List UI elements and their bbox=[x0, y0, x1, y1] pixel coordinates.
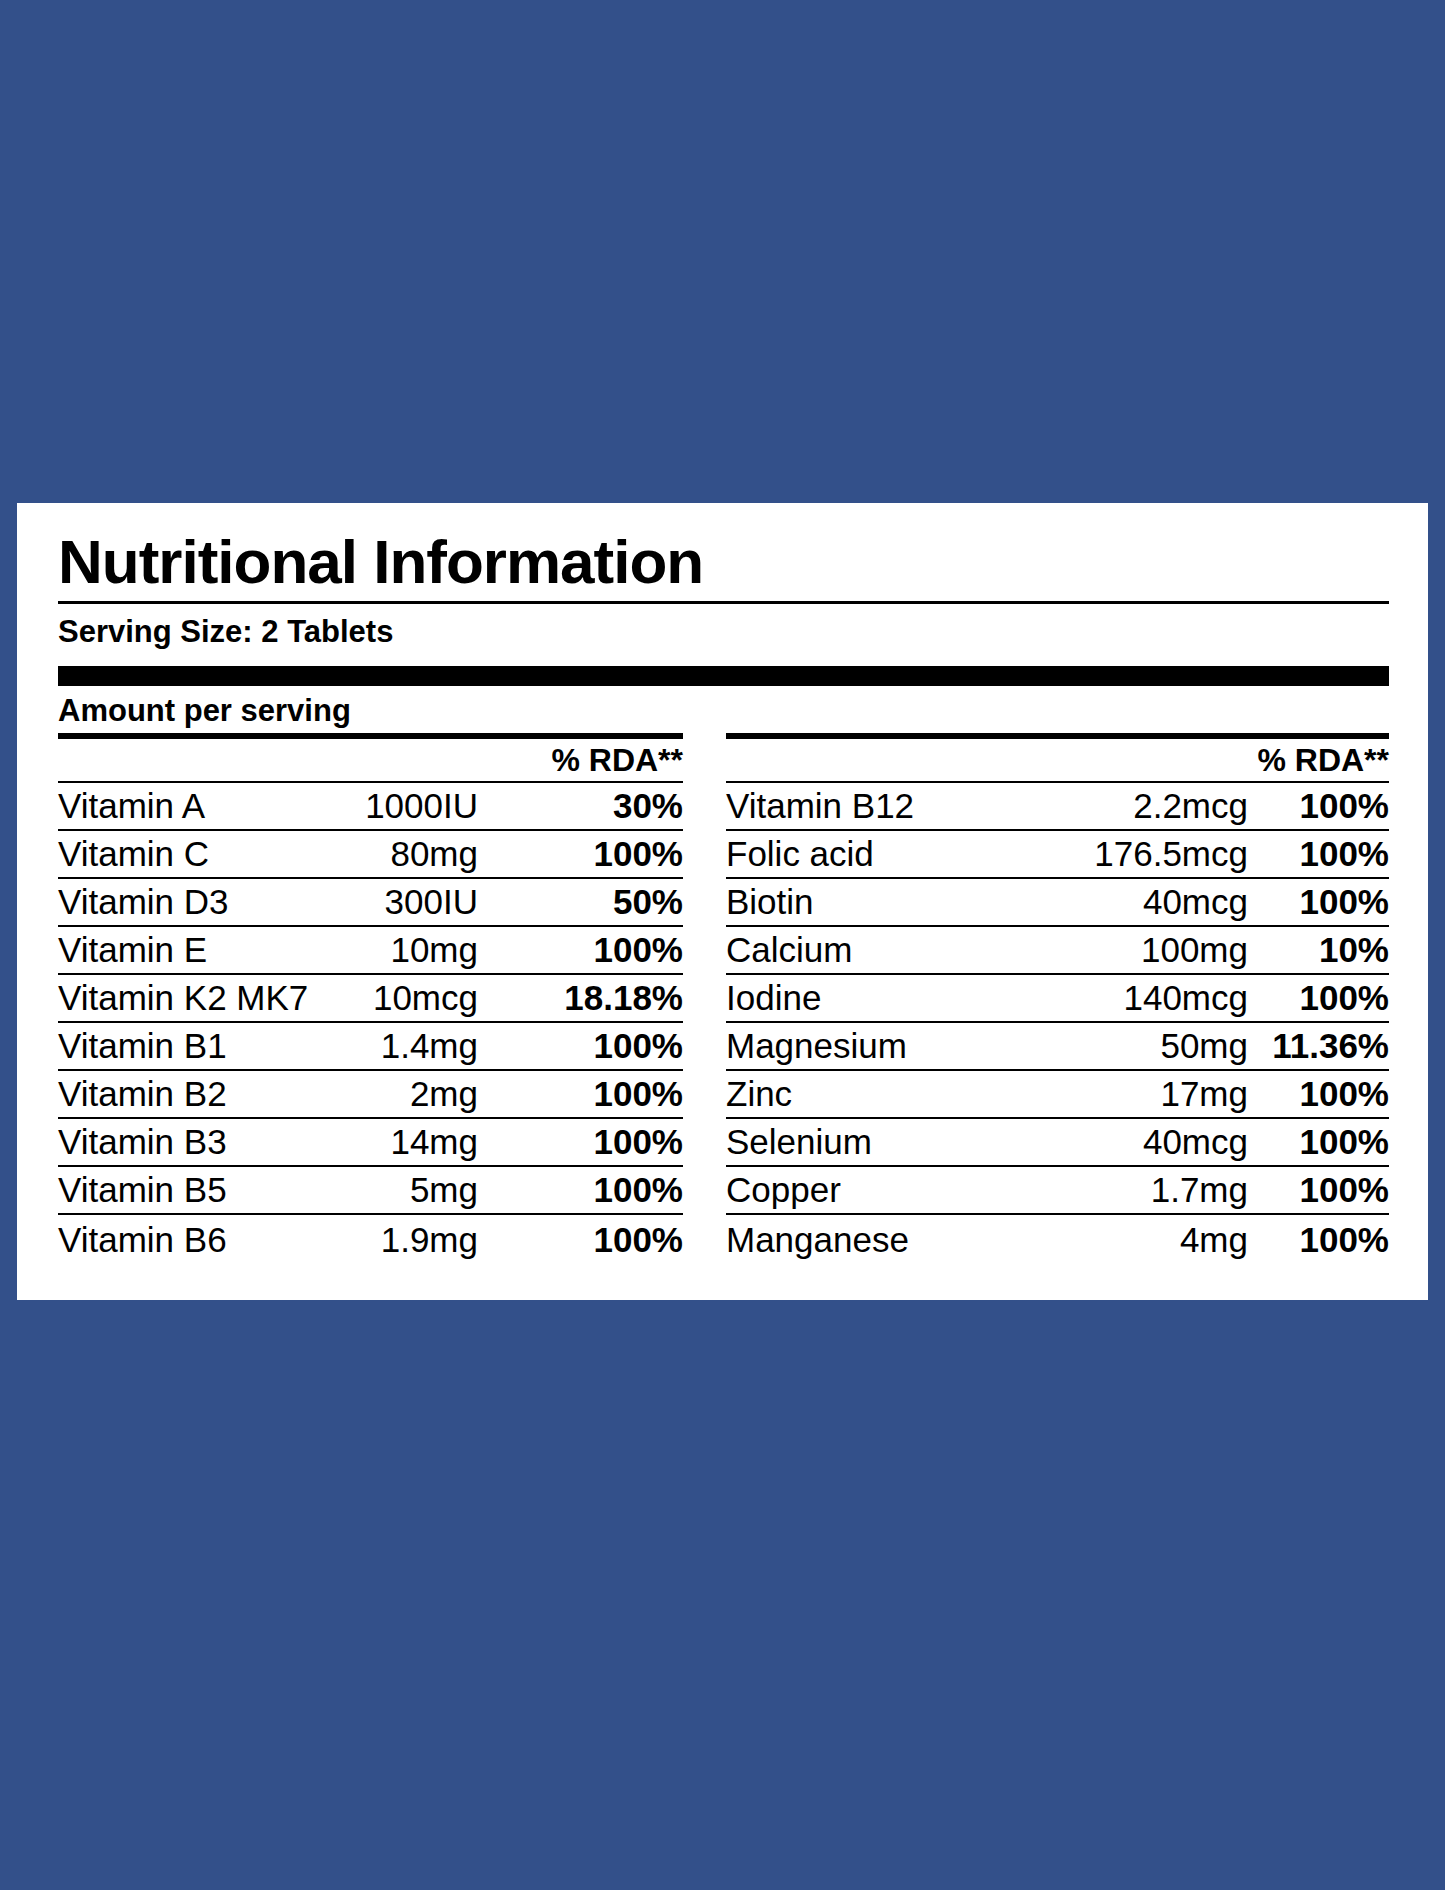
nutrition-table-right: % RDA** Vitamin B12 2.2mcg 100% Folic ac… bbox=[726, 733, 1389, 1265]
nutrient-rda: 100% bbox=[478, 1167, 683, 1215]
nutrient-rda: 100% bbox=[1248, 831, 1389, 879]
nutrient-rda: 10% bbox=[1248, 927, 1389, 975]
nutrient-name: Selenium bbox=[726, 1119, 1026, 1167]
nutrient-amount: 1.9mg bbox=[308, 1215, 478, 1265]
nutrient-amount: 176.5mcg bbox=[1026, 831, 1248, 879]
nutrient-amount: 1.7mg bbox=[1026, 1167, 1248, 1215]
section-separator-bar bbox=[58, 666, 1389, 686]
nutrition-tables: % RDA** Vitamin A 1000IU 30% Vitamin C 8… bbox=[58, 733, 1389, 1265]
table-row: Vitamin B5 5mg 100% bbox=[58, 1167, 683, 1215]
nutrient-rda: 100% bbox=[1248, 783, 1389, 831]
nutrient-amount: 300IU bbox=[308, 879, 478, 927]
table-row: Magnesium 50mg 11.36% bbox=[726, 1023, 1389, 1071]
table-row: Vitamin D3 300IU 50% bbox=[58, 879, 683, 927]
nutrient-name: Vitamin K2 MK7 bbox=[58, 975, 308, 1023]
nutrient-rda: 100% bbox=[478, 831, 683, 879]
table-row: Vitamin K2 MK7 10mcg 18.18% bbox=[58, 975, 683, 1023]
table-row: Vitamin E 10mg 100% bbox=[58, 927, 683, 975]
nutrient-rda: 30% bbox=[478, 783, 683, 831]
nutrient-name: Vitamin C bbox=[58, 831, 308, 879]
table-row: Manganese 4mg 100% bbox=[726, 1215, 1389, 1265]
header-spacer bbox=[58, 739, 478, 783]
table-row: Biotin 40mcg 100% bbox=[726, 879, 1389, 927]
nutrient-rda: 100% bbox=[478, 1215, 683, 1265]
nutrient-amount: 10mg bbox=[308, 927, 478, 975]
nutrient-amount: 1.4mg bbox=[308, 1023, 478, 1071]
nutrient-name: Vitamin B1 bbox=[58, 1023, 308, 1071]
nutrient-amount: 1000IU bbox=[308, 783, 478, 831]
nutrient-name: Vitamin B12 bbox=[726, 783, 1026, 831]
serving-size-label: Serving Size: 2 Tablets bbox=[58, 611, 1389, 653]
page-title: Nutritional Information bbox=[58, 524, 1389, 600]
nutrient-amount: 40mcg bbox=[1026, 879, 1248, 927]
table-header-row: % RDA** bbox=[58, 739, 683, 783]
title-divider bbox=[58, 601, 1389, 604]
nutrient-amount: 14mg bbox=[308, 1119, 478, 1167]
page-background: { "page": { "background_color": "#33508a… bbox=[0, 0, 1445, 1890]
rda-header: % RDA** bbox=[478, 739, 683, 783]
nutrient-name: Folic acid bbox=[726, 831, 1026, 879]
nutrient-name: Vitamin B2 bbox=[58, 1071, 308, 1119]
nutrient-amount: 17mg bbox=[1026, 1071, 1248, 1119]
table-row: Vitamin A 1000IU 30% bbox=[58, 783, 683, 831]
table-row: Vitamin C 80mg 100% bbox=[58, 831, 683, 879]
table-row: Iodine 140mcg 100% bbox=[726, 975, 1389, 1023]
nutrient-amount: 140mcg bbox=[1026, 975, 1248, 1023]
nutrient-amount: 2.2mcg bbox=[1026, 783, 1248, 831]
nutrient-name: Vitamin D3 bbox=[58, 879, 308, 927]
nutrient-rda: 100% bbox=[1248, 1119, 1389, 1167]
nutrient-rda: 100% bbox=[478, 927, 683, 975]
nutrient-rda: 100% bbox=[478, 1071, 683, 1119]
nutrient-amount: 10mcg bbox=[308, 975, 478, 1023]
nutrient-name: Calcium bbox=[726, 927, 1026, 975]
nutrition-panel: Nutritional Information Serving Size: 2 … bbox=[17, 503, 1428, 1300]
nutrient-rda: 100% bbox=[1248, 1167, 1389, 1215]
nutrient-name: Manganese bbox=[726, 1215, 1026, 1265]
nutrient-amount: 40mcg bbox=[1026, 1119, 1248, 1167]
nutrient-amount: 80mg bbox=[308, 831, 478, 879]
nutrient-rda: 100% bbox=[1248, 1215, 1389, 1265]
table-row: Folic acid 176.5mcg 100% bbox=[726, 831, 1389, 879]
nutrient-name: Vitamin B6 bbox=[58, 1215, 308, 1265]
table-row: Selenium 40mcg 100% bbox=[726, 1119, 1389, 1167]
table-row: Vitamin B2 2mg 100% bbox=[58, 1071, 683, 1119]
table-row: Vitamin B6 1.9mg 100% bbox=[58, 1215, 683, 1265]
nutrition-table-left: % RDA** Vitamin A 1000IU 30% Vitamin C 8… bbox=[58, 733, 683, 1265]
nutrient-rda: 100% bbox=[478, 1119, 683, 1167]
nutrient-rda: 100% bbox=[478, 1023, 683, 1071]
table-header-row: % RDA** bbox=[726, 739, 1389, 783]
amount-per-serving-label: Amount per serving bbox=[58, 696, 1389, 726]
nutrient-amount: 2mg bbox=[308, 1071, 478, 1119]
nutrient-rda: 50% bbox=[478, 879, 683, 927]
table-row: Zinc 17mg 100% bbox=[726, 1071, 1389, 1119]
nutrient-name: Iodine bbox=[726, 975, 1026, 1023]
nutrient-name: Vitamin E bbox=[58, 927, 308, 975]
nutrient-amount: 100mg bbox=[1026, 927, 1248, 975]
table-row: Vitamin B12 2.2mcg 100% bbox=[726, 783, 1389, 831]
nutrient-name: Copper bbox=[726, 1167, 1026, 1215]
nutrient-name: Magnesium bbox=[726, 1023, 1026, 1071]
nutrient-rda: 100% bbox=[1248, 879, 1389, 927]
nutrient-amount: 5mg bbox=[308, 1167, 478, 1215]
rda-header: % RDA** bbox=[1248, 739, 1389, 783]
table-row: Vitamin B1 1.4mg 100% bbox=[58, 1023, 683, 1071]
nutrient-rda: 100% bbox=[1248, 1071, 1389, 1119]
header-spacer bbox=[726, 739, 1248, 783]
nutrient-amount: 50mg bbox=[1026, 1023, 1248, 1071]
nutrient-name: Biotin bbox=[726, 879, 1026, 927]
nutrient-rda: 18.18% bbox=[478, 975, 683, 1023]
nutrient-name: Vitamin B5 bbox=[58, 1167, 308, 1215]
nutrient-name: Vitamin A bbox=[58, 783, 308, 831]
table-row: Calcium 100mg 10% bbox=[726, 927, 1389, 975]
nutrient-name: Vitamin B3 bbox=[58, 1119, 308, 1167]
table-row: Vitamin B3 14mg 100% bbox=[58, 1119, 683, 1167]
nutrient-name: Zinc bbox=[726, 1071, 1026, 1119]
nutrient-rda: 11.36% bbox=[1248, 1023, 1389, 1071]
nutrient-amount: 4mg bbox=[1026, 1215, 1248, 1265]
table-row: Copper 1.7mg 100% bbox=[726, 1167, 1389, 1215]
nutrient-rda: 100% bbox=[1248, 975, 1389, 1023]
